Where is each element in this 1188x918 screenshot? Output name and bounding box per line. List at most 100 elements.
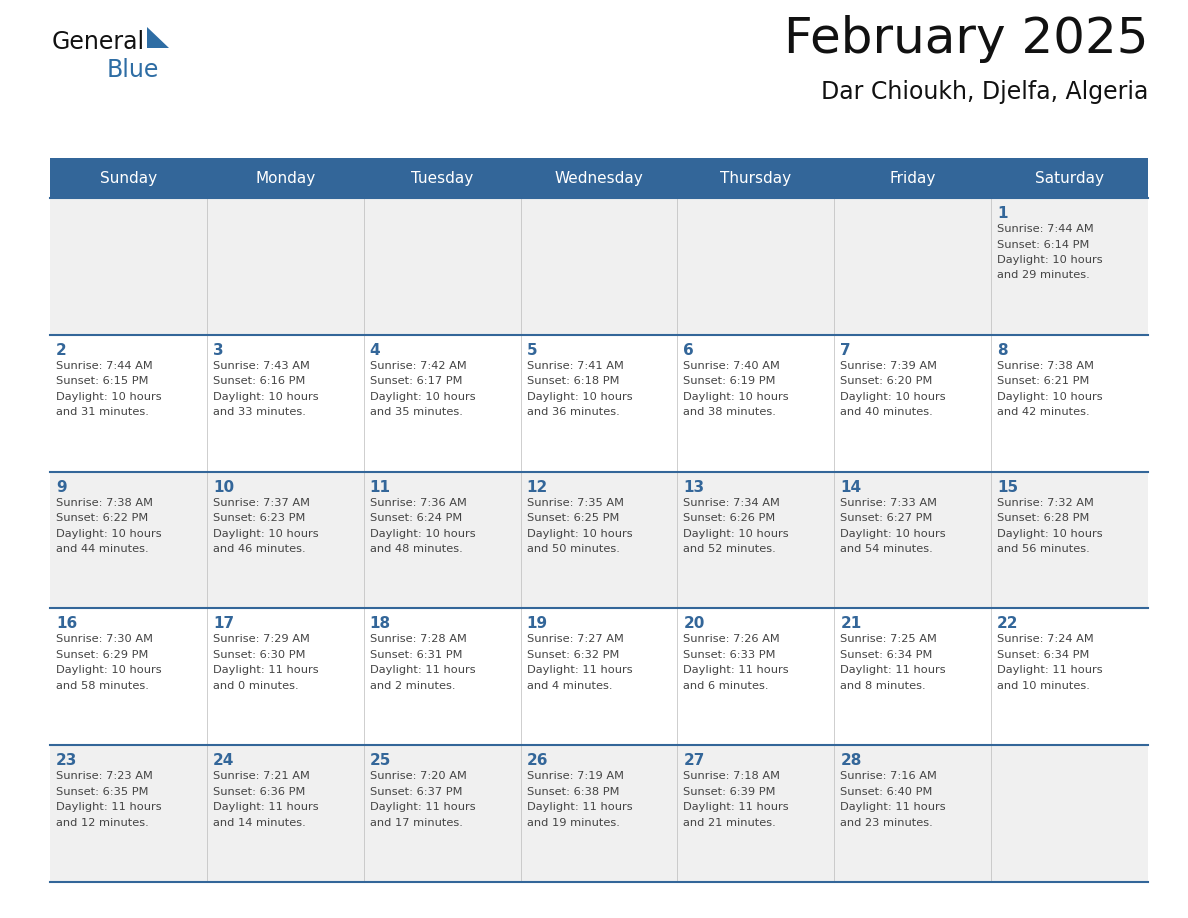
Text: 12: 12 [526, 479, 548, 495]
Text: and 42 minutes.: and 42 minutes. [997, 408, 1089, 418]
Text: Sunrise: 7:30 AM: Sunrise: 7:30 AM [56, 634, 153, 644]
Text: 26: 26 [526, 753, 548, 768]
Bar [50, 335, 1148, 472]
Text: Sunset: 6:36 PM: Sunset: 6:36 PM [213, 787, 305, 797]
Text: Daylight: 11 hours: Daylight: 11 hours [997, 666, 1102, 676]
Text: Sunset: 6:35 PM: Sunset: 6:35 PM [56, 787, 148, 797]
Text: and 10 minutes.: and 10 minutes. [997, 681, 1091, 691]
Text: 8: 8 [997, 342, 1007, 358]
Text: Sunrise: 7:24 AM: Sunrise: 7:24 AM [997, 634, 1094, 644]
Bar [50, 158, 207, 198]
Text: Sunset: 6:16 PM: Sunset: 6:16 PM [213, 376, 305, 386]
Text: February 2025: February 2025 [784, 15, 1148, 63]
Text: Sunrise: 7:44 AM: Sunrise: 7:44 AM [56, 361, 153, 371]
Polygon shape [147, 27, 169, 48]
Text: 13: 13 [683, 479, 704, 495]
Bar [207, 158, 364, 198]
Bar [364, 158, 520, 198]
Text: and 50 minutes.: and 50 minutes. [526, 544, 619, 554]
Text: and 52 minutes.: and 52 minutes. [683, 544, 776, 554]
Text: and 19 minutes.: and 19 minutes. [526, 818, 619, 828]
Text: Daylight: 10 hours: Daylight: 10 hours [683, 529, 789, 539]
Text: 14: 14 [840, 479, 861, 495]
Text: Sunrise: 7:43 AM: Sunrise: 7:43 AM [213, 361, 310, 371]
Bar [677, 158, 834, 198]
Text: 19: 19 [526, 616, 548, 632]
Text: and 40 minutes.: and 40 minutes. [840, 408, 933, 418]
Text: 7: 7 [840, 342, 851, 358]
Text: and 35 minutes.: and 35 minutes. [369, 408, 462, 418]
Text: Daylight: 11 hours: Daylight: 11 hours [526, 666, 632, 676]
Text: Daylight: 11 hours: Daylight: 11 hours [840, 802, 946, 812]
Text: Daylight: 11 hours: Daylight: 11 hours [56, 802, 162, 812]
Text: Sunrise: 7:25 AM: Sunrise: 7:25 AM [840, 634, 937, 644]
Text: Tuesday: Tuesday [411, 171, 473, 185]
Text: Sunset: 6:28 PM: Sunset: 6:28 PM [997, 513, 1089, 523]
Text: and 44 minutes.: and 44 minutes. [56, 544, 148, 554]
Bar [50, 745, 1148, 882]
Text: Daylight: 10 hours: Daylight: 10 hours [526, 392, 632, 402]
Text: Daylight: 10 hours: Daylight: 10 hours [997, 255, 1102, 265]
Text: 15: 15 [997, 479, 1018, 495]
Text: Sunset: 6:21 PM: Sunset: 6:21 PM [997, 376, 1089, 386]
Text: Daylight: 10 hours: Daylight: 10 hours [840, 529, 946, 539]
Text: Sunday: Sunday [100, 171, 157, 185]
Text: Sunset: 6:22 PM: Sunset: 6:22 PM [56, 513, 148, 523]
Text: and 54 minutes.: and 54 minutes. [840, 544, 933, 554]
Text: Daylight: 11 hours: Daylight: 11 hours [683, 666, 789, 676]
Text: and 12 minutes.: and 12 minutes. [56, 818, 148, 828]
Text: Daylight: 10 hours: Daylight: 10 hours [840, 392, 946, 402]
Text: Daylight: 11 hours: Daylight: 11 hours [369, 666, 475, 676]
Text: Sunset: 6:31 PM: Sunset: 6:31 PM [369, 650, 462, 660]
Text: and 31 minutes.: and 31 minutes. [56, 408, 148, 418]
Text: 21: 21 [840, 616, 861, 632]
Text: Sunset: 6:38 PM: Sunset: 6:38 PM [526, 787, 619, 797]
Text: 5: 5 [526, 342, 537, 358]
Text: Sunrise: 7:35 AM: Sunrise: 7:35 AM [526, 498, 624, 508]
Text: and 29 minutes.: and 29 minutes. [997, 271, 1089, 281]
Text: 1: 1 [997, 206, 1007, 221]
Text: and 4 minutes.: and 4 minutes. [526, 681, 612, 691]
Text: Daylight: 10 hours: Daylight: 10 hours [56, 666, 162, 676]
Text: Sunset: 6:37 PM: Sunset: 6:37 PM [369, 787, 462, 797]
Text: 20: 20 [683, 616, 704, 632]
Text: Sunrise: 7:28 AM: Sunrise: 7:28 AM [369, 634, 467, 644]
Text: Daylight: 10 hours: Daylight: 10 hours [683, 392, 789, 402]
Text: Sunrise: 7:40 AM: Sunrise: 7:40 AM [683, 361, 781, 371]
Text: 27: 27 [683, 753, 704, 768]
Text: 28: 28 [840, 753, 861, 768]
Text: Sunrise: 7:32 AM: Sunrise: 7:32 AM [997, 498, 1094, 508]
Text: Sunrise: 7:29 AM: Sunrise: 7:29 AM [213, 634, 310, 644]
Text: Daylight: 11 hours: Daylight: 11 hours [213, 802, 318, 812]
Text: Thursday: Thursday [720, 171, 791, 185]
Text: Sunrise: 7:42 AM: Sunrise: 7:42 AM [369, 361, 467, 371]
Text: and 58 minutes.: and 58 minutes. [56, 681, 148, 691]
Text: Sunrise: 7:38 AM: Sunrise: 7:38 AM [56, 498, 153, 508]
Text: Daylight: 11 hours: Daylight: 11 hours [683, 802, 789, 812]
Text: and 8 minutes.: and 8 minutes. [840, 681, 925, 691]
Text: Daylight: 11 hours: Daylight: 11 hours [840, 666, 946, 676]
Text: Sunset: 6:23 PM: Sunset: 6:23 PM [213, 513, 305, 523]
Text: 16: 16 [56, 616, 77, 632]
Text: Friday: Friday [890, 171, 936, 185]
Text: and 38 minutes.: and 38 minutes. [683, 408, 776, 418]
Text: Daylight: 10 hours: Daylight: 10 hours [56, 392, 162, 402]
Text: Sunset: 6:25 PM: Sunset: 6:25 PM [526, 513, 619, 523]
Text: 10: 10 [213, 479, 234, 495]
Text: 18: 18 [369, 616, 391, 632]
Bar [834, 158, 991, 198]
Text: Sunset: 6:30 PM: Sunset: 6:30 PM [213, 650, 305, 660]
Text: and 56 minutes.: and 56 minutes. [997, 544, 1089, 554]
Text: 23: 23 [56, 753, 77, 768]
Text: Sunset: 6:26 PM: Sunset: 6:26 PM [683, 513, 776, 523]
Text: General: General [52, 30, 145, 54]
Text: Daylight: 10 hours: Daylight: 10 hours [369, 529, 475, 539]
Text: Sunset: 6:27 PM: Sunset: 6:27 PM [840, 513, 933, 523]
Text: 6: 6 [683, 342, 694, 358]
Text: and 2 minutes.: and 2 minutes. [369, 681, 455, 691]
Text: Saturday: Saturday [1035, 171, 1104, 185]
Bar [50, 198, 1148, 335]
Text: and 33 minutes.: and 33 minutes. [213, 408, 305, 418]
Text: 25: 25 [369, 753, 391, 768]
Text: and 6 minutes.: and 6 minutes. [683, 681, 769, 691]
